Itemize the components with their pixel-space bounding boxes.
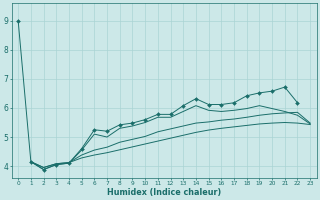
X-axis label: Humidex (Indice chaleur): Humidex (Indice chaleur) [107, 188, 221, 197]
